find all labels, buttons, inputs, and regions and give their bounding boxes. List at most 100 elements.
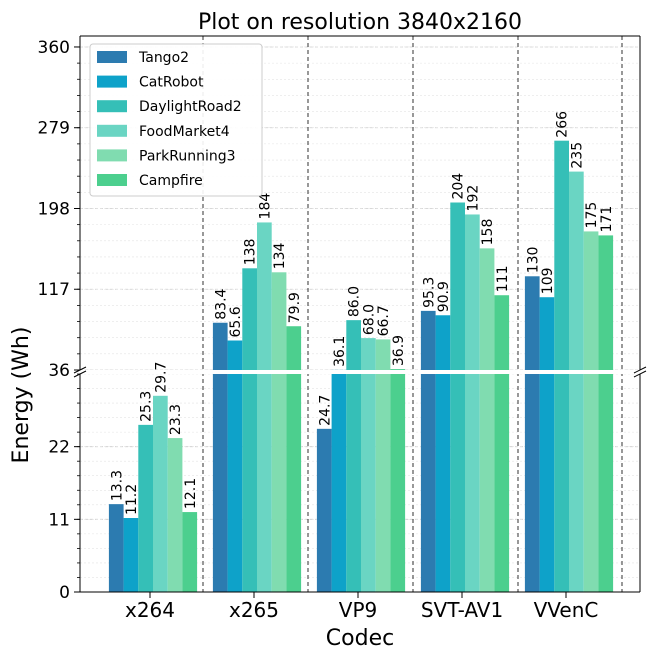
x-tick-label: x264 — [125, 598, 175, 622]
bar-value-label: 109 — [540, 267, 556, 294]
bar-value-label: 266 — [555, 111, 571, 138]
bar-value-label: 138 — [243, 239, 259, 266]
legend-swatch — [97, 124, 127, 137]
bar-upper-Campfire-VVenC — [598, 235, 614, 370]
bar-value-label: 29.7 — [153, 362, 169, 393]
bar-Tango2-VVenC — [524, 374, 540, 592]
bar-ParkRunning3-VP9 — [375, 374, 391, 592]
bar-CatRobot-VP9 — [331, 374, 347, 592]
bars — [108, 140, 614, 592]
bar-upper-CatRobot-VVenC — [539, 297, 555, 370]
bar-ParkRunning3-x264 — [167, 438, 183, 592]
bar-value-label: 204 — [451, 173, 467, 200]
bar-Campfire-SVT-AV1 — [494, 374, 510, 592]
bar-value-label: 86.0 — [347, 286, 363, 317]
legend-swatch — [97, 100, 127, 113]
y-axis-title: Energy (Wh) — [9, 327, 34, 464]
bar-FoodMarket4-x264 — [153, 395, 168, 592]
bar-upper-FoodMarket4-VP9 — [361, 338, 376, 370]
bar-value-label: 65.6 — [228, 306, 244, 337]
y-tick-label: 22 — [48, 438, 70, 458]
bar-upper-Campfire-VP9 — [390, 369, 406, 370]
legend-label: DaylightRoad2 — [139, 99, 242, 115]
legend: Tango2 CatRobot DaylightRoad2 FoodMarket4 Pa… — [89, 43, 263, 197]
chart-title: Plot on resolution 3840x2160 — [198, 10, 522, 35]
bar-CatRobot-x265 — [227, 374, 243, 592]
bar-upper-CatRobot-x265 — [227, 340, 243, 370]
bar-Tango2-SVT-AV1 — [420, 374, 436, 592]
bar-upper-DaylightRoad2-VVenC — [554, 140, 569, 370]
bar-DaylightRoad2-VVenC — [554, 374, 569, 592]
bar-value-label: 36.9 — [391, 335, 407, 366]
bar-upper-ParkRunning3-SVT-AV1 — [479, 248, 495, 370]
axis-break-gap — [79, 370, 641, 374]
bar-value-label: 184 — [257, 193, 273, 220]
bar-CatRobot-SVT-AV1 — [435, 374, 451, 592]
legend-label: Campfire — [139, 173, 203, 189]
bar-value-label: 68.0 — [361, 304, 377, 335]
bar-CatRobot-VVenC — [539, 374, 555, 592]
bar-value-label: 24.7 — [317, 395, 333, 426]
bar-FoodMarket4-SVT-AV1 — [465, 374, 480, 592]
y-tick-label: 279 — [38, 119, 70, 139]
bar-value-label: 79.9 — [287, 292, 303, 323]
bar-upper-DaylightRoad2-VP9 — [346, 320, 361, 370]
bar-upper-Tango2-x265 — [212, 322, 228, 370]
bar-ParkRunning3-x265 — [271, 374, 287, 592]
legend-label: Tango2 — [138, 50, 189, 66]
axes: 36 117 198 279 360 0 11 22 x264 x265 VP9 SVT-AV1 VVe… — [38, 35, 641, 622]
bar-ParkRunning3-VVenC — [583, 374, 599, 592]
legend-label: CatRobot — [139, 75, 204, 91]
bar-upper-Campfire-SVT-AV1 — [494, 295, 510, 370]
bar-value-label: 83.4 — [213, 288, 229, 319]
bar-value-label: 158 — [480, 219, 496, 246]
bar-value-label: 175 — [584, 202, 600, 229]
bar-upper-DaylightRoad2-SVT-AV1 — [450, 202, 465, 370]
bar-value-label: 192 — [465, 185, 481, 212]
x-tick-label: VVenC — [534, 598, 599, 622]
bar-DaylightRoad2-SVT-AV1 — [450, 374, 465, 592]
bar-Tango2-VP9 — [316, 428, 332, 592]
legend-swatch — [97, 149, 127, 162]
bar-upper-CatRobot-SVT-AV1 — [435, 315, 451, 370]
y-tick-label: 36 — [48, 361, 70, 381]
x-tick-label: VP9 — [339, 598, 377, 622]
bar-FoodMarket4-VVenC — [569, 374, 584, 592]
bar-Tango2-x264 — [108, 504, 124, 592]
bar-upper-Tango2-SVT-AV1 — [420, 310, 436, 370]
legend-swatch — [97, 75, 127, 88]
bar-value-label: 235 — [569, 142, 585, 169]
x-tick-label: x265 — [229, 598, 279, 622]
legend-swatch — [97, 51, 127, 63]
bar-upper-FoodMarket4-SVT-AV1 — [465, 214, 480, 370]
y-tick-label: 0 — [59, 583, 70, 603]
bar-upper-ParkRunning3-x265 — [271, 272, 287, 370]
bar-Campfire-VP9 — [390, 374, 406, 592]
bar-upper-Tango2-VVenC — [524, 276, 540, 370]
bar-CatRobot-x264 — [123, 518, 139, 592]
bar-Campfire-x264 — [182, 512, 198, 592]
bar-ParkRunning3-SVT-AV1 — [479, 374, 495, 592]
bar-value-label: 134 — [272, 242, 288, 269]
bar-value-label: 36.1 — [332, 336, 348, 367]
bar-value-label: 25.3 — [139, 391, 155, 422]
bar-value-label: 23.3 — [168, 404, 184, 435]
bar-DaylightRoad2-x264 — [138, 424, 153, 592]
x-axis-title: Codec — [326, 626, 394, 651]
bar-value-label: 130 — [525, 247, 541, 274]
bar-DaylightRoad2-VP9 — [346, 374, 361, 592]
bar-FoodMarket4-VP9 — [361, 374, 376, 592]
bar-value-label: 66.7 — [376, 305, 392, 336]
bar-Campfire-x265 — [286, 374, 302, 592]
bar-upper-Campfire-x265 — [286, 326, 302, 370]
legend-label: FoodMarket4 — [139, 124, 230, 140]
bar-value-label: 90.9 — [436, 281, 452, 312]
y-tick-label: 11 — [48, 510, 70, 530]
bar-value-label: 95.3 — [421, 277, 437, 308]
legend-box — [89, 43, 263, 197]
bar-value-label: 111 — [495, 265, 511, 292]
bar-upper-ParkRunning3-VP9 — [375, 339, 391, 370]
x-tick-label: SVT-AV1 — [421, 598, 503, 622]
bar-upper-ParkRunning3-VVenC — [583, 231, 599, 370]
